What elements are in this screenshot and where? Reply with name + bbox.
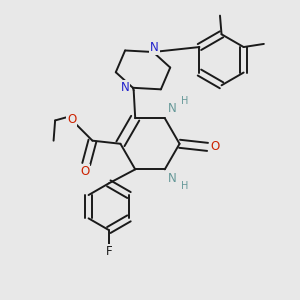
Text: N: N [150, 41, 159, 54]
Text: O: O [80, 165, 89, 178]
Text: N: N [121, 81, 130, 94]
Text: O: O [67, 113, 76, 126]
Text: N: N [168, 172, 177, 185]
Text: O: O [211, 140, 220, 153]
Text: F: F [106, 245, 112, 258]
Text: H: H [181, 182, 189, 191]
Text: H: H [181, 96, 189, 106]
Text: N: N [168, 102, 177, 116]
